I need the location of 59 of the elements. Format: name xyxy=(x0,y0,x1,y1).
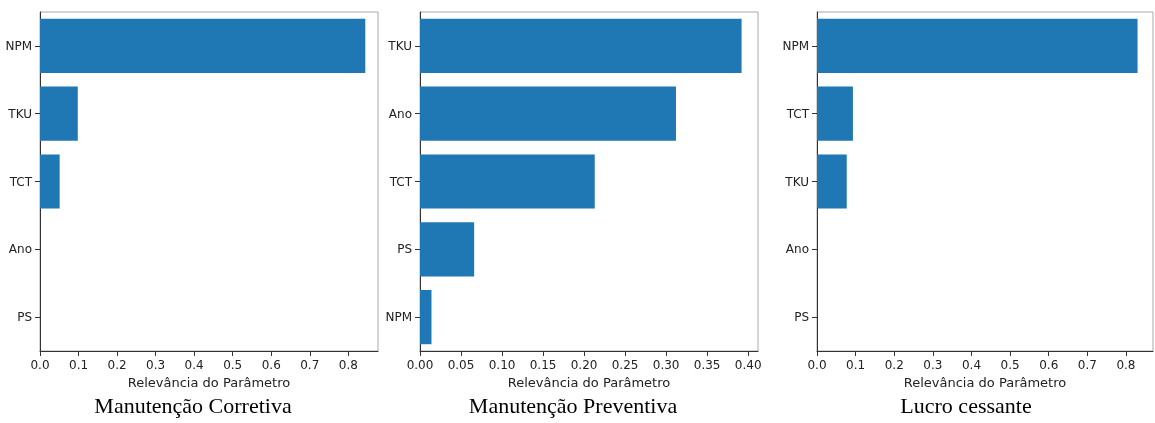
y-tick-label: Ano xyxy=(8,242,32,257)
x-axis-title: Relevância do Parâmetro xyxy=(507,374,671,390)
x-tick-label: 0.2 xyxy=(884,358,904,372)
y-tick-label: TCT xyxy=(388,174,413,189)
x-tick-label: 0.1 xyxy=(846,358,866,372)
y-tick-label: TCT xyxy=(785,106,810,121)
x-tick-label: 0.2 xyxy=(107,358,127,372)
bar xyxy=(817,86,853,141)
y-tick-label: PS xyxy=(794,310,809,325)
x-axis-title: Relevância do Parâmetro xyxy=(903,374,1067,390)
x-tick-label: 0.4 xyxy=(961,358,982,372)
x-tick-label: 0.25 xyxy=(611,358,639,372)
x-tick-label: 0.8 xyxy=(338,358,358,372)
y-tick-label: TKU xyxy=(387,38,412,53)
x-tick-label: 0.20 xyxy=(570,358,598,372)
x-tick-label: 0.05 xyxy=(447,358,475,372)
y-tick-label: NPM xyxy=(5,38,32,53)
x-tick-label: 0.8 xyxy=(1116,358,1136,372)
x-tick-label: 0.0 xyxy=(807,358,827,372)
x-tick-label: 0.3 xyxy=(146,358,166,372)
y-tick-label: Ano xyxy=(388,106,412,121)
y-tick-label: TKU xyxy=(784,174,809,189)
bar xyxy=(420,86,676,141)
x-tick-label: 0.4 xyxy=(184,358,204,372)
bar xyxy=(817,154,847,209)
x-tick-label: 0.0 xyxy=(30,358,50,372)
y-tick-label: TKU xyxy=(7,106,32,121)
x-tick-label: 0.6 xyxy=(261,358,281,372)
x-tick-label: 0.5 xyxy=(1000,358,1020,372)
x-tick-label: 0.6 xyxy=(1039,358,1059,372)
bar xyxy=(40,86,78,141)
bar xyxy=(420,222,475,277)
x-tick-label: 0.40 xyxy=(734,358,762,372)
x-tick-label: 0.15 xyxy=(529,358,557,372)
x-tick-label: 0.30 xyxy=(652,358,680,372)
x-tick-label: 0.1 xyxy=(68,358,89,372)
bar xyxy=(817,18,1138,74)
x-tick-label: 0.7 xyxy=(300,358,320,372)
bar xyxy=(40,154,60,209)
x-tick-label: 0.3 xyxy=(923,358,943,372)
text: Manutenção Corretiva xyxy=(94,392,292,418)
y-tick-label: PS xyxy=(17,310,32,325)
text: Lucro cessante xyxy=(900,392,1032,418)
x-axis-title: Relevância do Parâmetro xyxy=(127,374,291,390)
y-tick-label: TCT xyxy=(8,174,33,189)
bar xyxy=(420,289,432,345)
y-tick-label: PS xyxy=(397,242,412,257)
y-tick-label: Ano xyxy=(785,242,809,257)
x-tick-label: 0.10 xyxy=(488,358,516,372)
bar xyxy=(420,154,595,209)
x-tick-label: 0.35 xyxy=(693,358,721,372)
x-tick-label: 0.7 xyxy=(1077,358,1097,372)
y-tick-label: NPM xyxy=(385,310,412,325)
x-tick-label: 0.5 xyxy=(223,358,243,372)
y-tick-label: NPM xyxy=(782,38,809,53)
text: Manutenção Preventiva xyxy=(468,392,678,418)
bar xyxy=(420,18,742,74)
x-tick-label: 0.00 xyxy=(406,358,434,372)
bar xyxy=(40,18,366,74)
